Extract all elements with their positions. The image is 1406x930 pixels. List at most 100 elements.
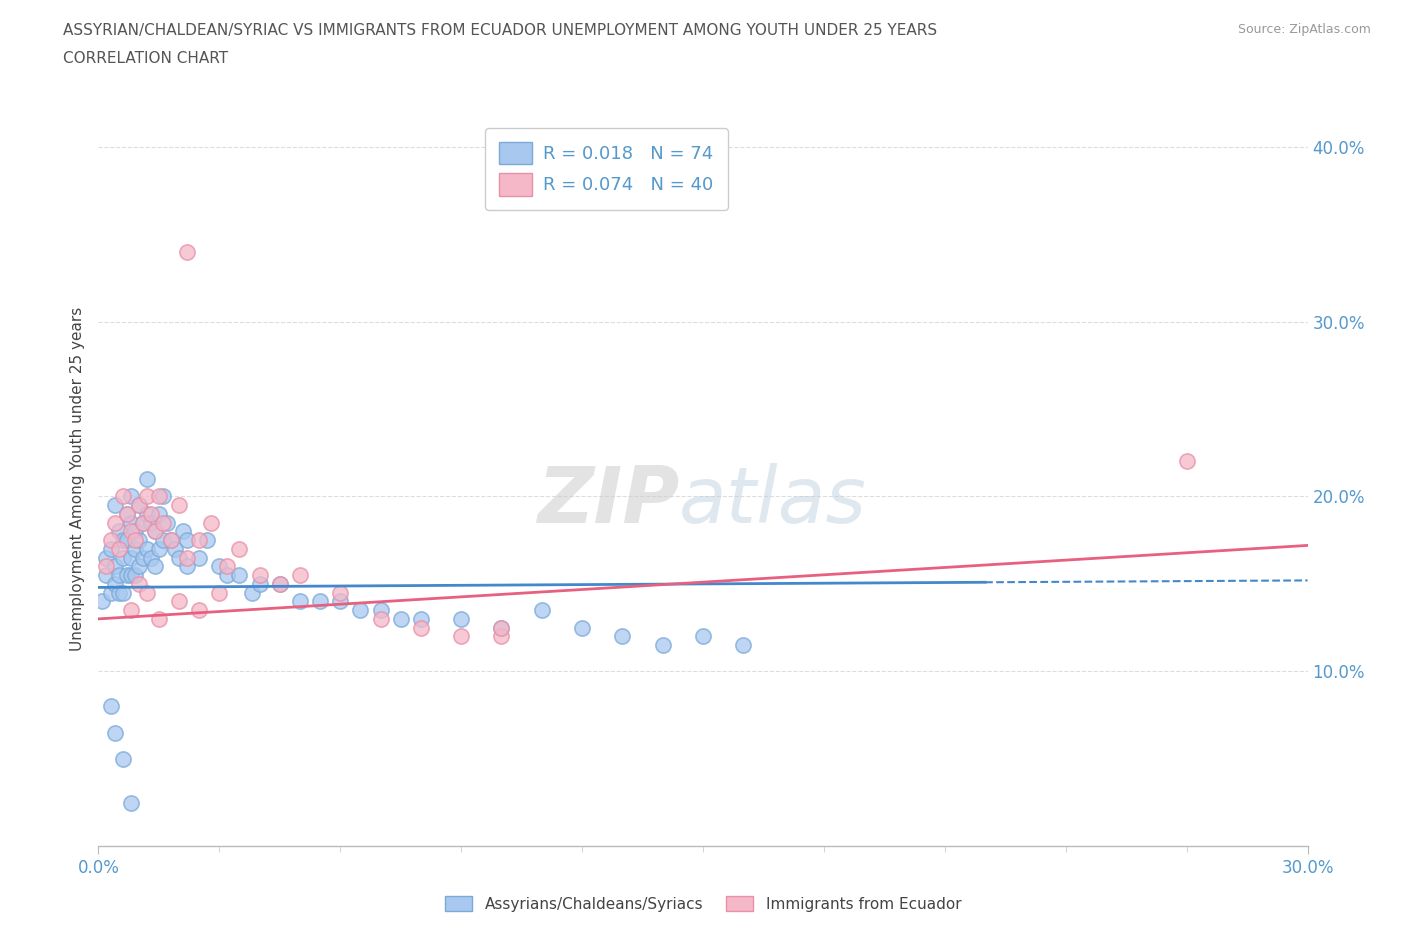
Point <box>120 524 142 538</box>
Point <box>100 585 122 600</box>
Point <box>103 725 125 740</box>
Point <box>176 551 198 565</box>
Point <box>111 489 134 504</box>
Text: CORRELATION CHART: CORRELATION CHART <box>63 51 228 66</box>
Text: ZIP: ZIP <box>537 463 679 539</box>
Point <box>269 577 291 591</box>
Point <box>450 629 472 644</box>
Point <box>491 620 513 635</box>
Point <box>370 611 392 626</box>
Point <box>530 603 553 618</box>
Point <box>143 559 166 574</box>
Point <box>409 620 432 635</box>
Point <box>124 524 146 538</box>
Point <box>100 541 122 556</box>
Point <box>139 515 162 530</box>
Point <box>143 524 166 538</box>
Point <box>269 577 291 591</box>
Point <box>132 515 155 530</box>
Point <box>100 533 122 548</box>
Point <box>115 567 138 582</box>
Point <box>120 567 142 582</box>
Point <box>107 567 129 582</box>
Point <box>176 244 198 259</box>
Point <box>172 524 194 538</box>
Legend: Assyrians/Chaldeans/Syriacs, Immigrants from Ecuador: Assyrians/Chaldeans/Syriacs, Immigrants … <box>439 889 967 918</box>
Text: atlas: atlas <box>679 463 866 539</box>
Point <box>128 498 150 512</box>
Text: Source: ZipAtlas.com: Source: ZipAtlas.com <box>1237 23 1371 36</box>
Point <box>115 533 138 548</box>
Point <box>491 629 513 644</box>
Point <box>111 551 134 565</box>
Point <box>163 541 186 556</box>
Point <box>491 620 513 635</box>
Point <box>148 541 170 556</box>
Point <box>733 638 755 653</box>
Point <box>124 533 146 548</box>
Point <box>651 638 673 653</box>
Point <box>167 498 190 512</box>
Text: ASSYRIAN/CHALDEAN/SYRIAC VS IMMIGRANTS FROM ECUADOR UNEMPLOYMENT AMONG YOUTH UND: ASSYRIAN/CHALDEAN/SYRIAC VS IMMIGRANTS F… <box>63 23 938 38</box>
Point <box>160 533 183 548</box>
Point <box>329 594 352 609</box>
Point <box>143 524 166 538</box>
Point <box>100 699 122 714</box>
Point <box>152 489 174 504</box>
Point <box>195 533 218 548</box>
Point <box>103 498 125 512</box>
Point <box>120 603 142 618</box>
Point <box>208 559 231 574</box>
Point <box>612 629 634 644</box>
Point <box>176 559 198 574</box>
Point <box>309 594 332 609</box>
Point <box>135 507 157 522</box>
Point <box>135 472 157 486</box>
Point <box>139 507 162 522</box>
Point <box>107 524 129 538</box>
Point <box>120 515 142 530</box>
Point <box>103 559 125 574</box>
Point <box>288 594 311 609</box>
Point <box>370 603 392 618</box>
Point <box>1175 454 1198 469</box>
Point <box>389 611 412 626</box>
Point <box>107 541 129 556</box>
Point <box>167 594 190 609</box>
Point <box>148 611 170 626</box>
Point <box>132 515 155 530</box>
Point <box>124 567 146 582</box>
Y-axis label: Unemployment Among Youth under 25 years: Unemployment Among Youth under 25 years <box>70 307 86 651</box>
Point <box>139 551 162 565</box>
Point <box>96 559 118 574</box>
Point <box>128 577 150 591</box>
Point <box>228 541 250 556</box>
Point <box>135 489 157 504</box>
Point <box>128 559 150 574</box>
Point <box>217 559 239 574</box>
Point <box>208 585 231 600</box>
Point <box>167 551 190 565</box>
Point <box>152 515 174 530</box>
Point <box>409 611 432 626</box>
Point <box>249 567 271 582</box>
Point <box>240 585 263 600</box>
Point <box>249 577 271 591</box>
Point <box>148 507 170 522</box>
Point <box>571 620 593 635</box>
Point <box>96 567 118 582</box>
Point <box>188 603 211 618</box>
Point <box>107 585 129 600</box>
Point <box>120 489 142 504</box>
Point <box>288 567 311 582</box>
Point <box>111 751 134 766</box>
Point <box>217 567 239 582</box>
Point <box>91 594 114 609</box>
Point <box>128 533 150 548</box>
Point <box>120 551 142 565</box>
Point <box>176 533 198 548</box>
Point <box>120 795 142 810</box>
Point <box>692 629 714 644</box>
Point <box>329 585 352 600</box>
Point <box>124 541 146 556</box>
